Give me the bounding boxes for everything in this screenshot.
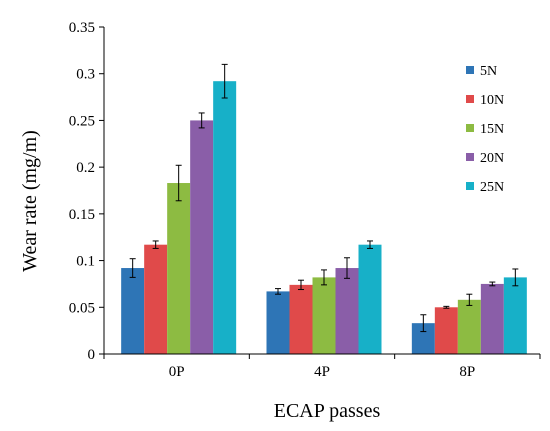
bar-10N-8P (434, 307, 458, 354)
legend-label: 20N (480, 151, 504, 166)
bar-25N-0P (213, 81, 237, 354)
y-tick-label: 0.2 (76, 160, 95, 176)
legend-label: 5N (480, 64, 497, 79)
bar-10N-0P (144, 244, 168, 354)
legend-swatch-10N (466, 95, 474, 103)
bar-25N-8P (503, 277, 527, 354)
bar-25N-4P (358, 244, 382, 354)
axes-layer: 0 0.05 0.1 0.15 0.2 0.25 0.3 0.35 0P 4P 8P (69, 20, 541, 380)
bar-5N-4P (266, 291, 290, 354)
bar-20N-4P (335, 268, 359, 354)
legend-label: 25N (480, 180, 504, 195)
bar-5N-0P (121, 268, 145, 354)
legend-swatch-15N (466, 124, 474, 132)
y-tick-label: 0 (88, 347, 96, 363)
y-tick-label: 0.35 (69, 20, 95, 36)
legend: 5N 10N 15N 20N 25N (466, 64, 504, 195)
bar-5N-8P (411, 323, 435, 354)
y-tick-label: 0.05 (69, 300, 95, 316)
bar-20N-0P (190, 120, 214, 354)
y-tick-label: 0.1 (76, 254, 95, 270)
legend-swatch-20N (466, 153, 474, 161)
legend-swatch-25N (466, 182, 474, 190)
x-axis-title: ECAP passes (274, 400, 381, 422)
bar-15N-8P (457, 299, 481, 354)
legend-swatch-5N (466, 66, 474, 74)
y-tick-label: 0.25 (69, 113, 95, 129)
bars-layer (121, 63, 527, 354)
bar-20N-8P (480, 283, 504, 354)
y-tick-label: 0.15 (69, 207, 95, 223)
x-tick-label: 0P (169, 364, 185, 380)
bar-15N-0P (167, 183, 191, 354)
y-axis-title: Wear rate (mg/m) (19, 130, 41, 272)
bar-15N-4P (312, 277, 336, 354)
bar-10N-4P (289, 284, 313, 354)
legend-label: 15N (480, 122, 504, 137)
legend-label: 10N (480, 93, 504, 108)
y-tick-label: 0.3 (76, 67, 95, 83)
x-tick-label: 8P (459, 364, 475, 380)
x-tick-label: 4P (314, 364, 330, 380)
